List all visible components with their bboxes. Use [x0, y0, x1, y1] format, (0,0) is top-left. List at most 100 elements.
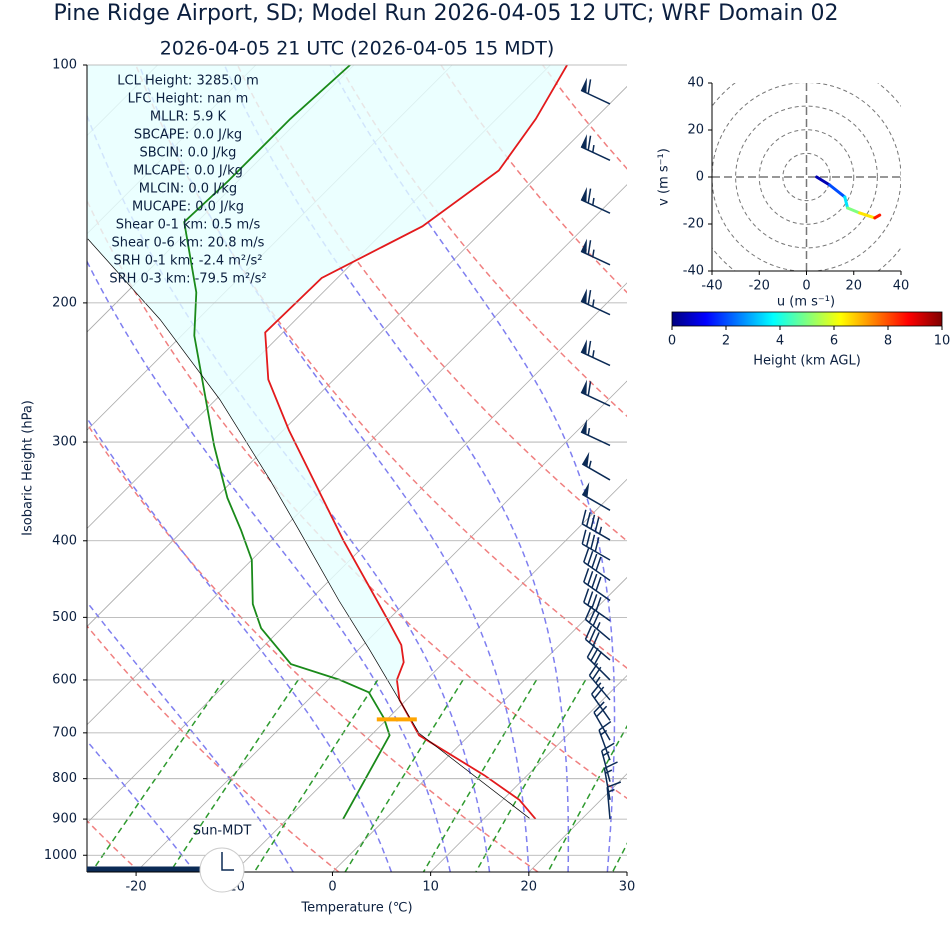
- y-tick-label: 300: [52, 435, 77, 450]
- hodo-y-tick-label: -40: [683, 264, 704, 279]
- wind-barb: [581, 134, 610, 160]
- annotation: SBCAPE: 0.0 J/kg: [134, 128, 242, 143]
- barb-feather: [588, 341, 590, 355]
- wind-barb: [581, 288, 610, 314]
- barb-flag: [581, 239, 587, 254]
- hodo-segment: [848, 208, 860, 213]
- barb-half: [593, 145, 594, 152]
- barb-staff: [582, 494, 610, 510]
- y-tick-label: 200: [52, 295, 77, 310]
- hodo-y-tick-label: 0: [696, 170, 704, 185]
- annotation: MLCIN: 0.0 J/kg: [139, 182, 237, 197]
- wind-barb: [581, 187, 610, 213]
- barb-half: [593, 350, 594, 357]
- wind-barb: [582, 452, 610, 480]
- y-tick-label: 700: [52, 725, 77, 740]
- barb-feather: [588, 79, 590, 93]
- wind-barb: [581, 239, 610, 265]
- hodo-x-tick-label: 20: [845, 279, 862, 294]
- hodo-segment: [830, 185, 845, 197]
- barb-feather: [593, 613, 599, 626]
- barb-feather: [592, 574, 597, 588]
- barb-half: [593, 250, 594, 257]
- y-tick-label: 1000: [44, 848, 77, 863]
- isotherm: [431, 65, 950, 872]
- barb-feather: [584, 568, 589, 582]
- hodo-segment: [845, 197, 848, 208]
- colorbar-tick-label: 0: [668, 334, 676, 349]
- annotation: Shear 0-6 km: 20.8 m/s: [112, 236, 265, 251]
- colorbar-tick-label: 8: [884, 334, 892, 349]
- barb-half: [593, 198, 594, 205]
- barb-half: [597, 622, 600, 629]
- hodograph: u (m s⁻¹) v (m s⁻¹) Height (km AGL) -40-…: [657, 59, 950, 369]
- chart-title: Pine Ridge Airport, SD; Model Run 2026-0…: [54, 1, 839, 26]
- barb-feather: [589, 609, 595, 622]
- colorbar-label: Height (km AGL): [753, 354, 861, 369]
- barb-flag: [581, 134, 587, 149]
- dry-adiabat: [746, 65, 950, 872]
- barb-feather: [596, 577, 601, 591]
- shading: [0, 65, 567, 700]
- barb-feather: [588, 551, 593, 565]
- barb-feather: [588, 381, 590, 395]
- wind-barb: [607, 782, 621, 819]
- annotation: LFC Height: nan m: [128, 92, 249, 107]
- y-tick-label: 100: [52, 58, 77, 73]
- y-axis-label: Isobaric Height (hPa): [21, 400, 36, 536]
- y-tick-label: 900: [52, 812, 77, 827]
- y-tick-label: 500: [52, 610, 77, 625]
- dry-adiabat: [441, 65, 950, 872]
- barb-feather: [588, 240, 590, 254]
- dry-adiabat: [644, 65, 950, 872]
- barb-flag: [581, 380, 587, 395]
- hodo-x-tick-label: 40: [893, 279, 910, 294]
- colorbar: [672, 312, 942, 326]
- annotation: MLCAPE: 0.0 J/kg: [133, 164, 243, 179]
- hodo-segment: [817, 177, 830, 185]
- hodo-y-tick-label: 20: [687, 123, 704, 138]
- isotherm: [725, 65, 950, 872]
- hodo-ring: [688, 59, 924, 295]
- isotherm: [529, 65, 950, 872]
- wind-barb: [581, 419, 610, 445]
- y-tick-label: 800: [52, 771, 77, 786]
- y-tick-label: 600: [52, 672, 77, 687]
- mixing-ratio: [170, 680, 298, 872]
- barb-flag: [581, 78, 587, 93]
- mixing-ratio: [548, 680, 653, 872]
- x-tick-label: 30: [619, 880, 636, 895]
- barb-feather: [595, 517, 599, 531]
- barb-flag: [581, 419, 587, 434]
- barb-feather: [588, 189, 590, 203]
- colorbar-tick-label: 6: [830, 334, 838, 349]
- annotation: LCL Height: 3285.0 m: [117, 74, 258, 89]
- x-tick-label: 20: [521, 880, 538, 895]
- annotation: MLLR: 5.9 K: [150, 110, 227, 125]
- barb-feather: [588, 571, 593, 585]
- barb-feather: [592, 594, 597, 608]
- hodo-area: [688, 59, 924, 295]
- wind-barb: [581, 339, 610, 365]
- mixing-ratio: [254, 680, 377, 872]
- annotation: SRH 0-3 km: -79.5 m²/s²: [109, 272, 266, 287]
- colorbar-tick-label: 2: [722, 334, 730, 349]
- hodo-x-label: u (m s⁻¹): [777, 295, 835, 310]
- annotation: SRH 0-1 km: -2.4 m²/s²: [114, 254, 263, 269]
- barb-feather: [588, 136, 590, 150]
- barb-feather: [591, 535, 595, 549]
- wind-barb: [582, 510, 610, 540]
- mixing-ratio: [92, 680, 225, 872]
- barb-feather: [596, 557, 601, 571]
- barb-half: [588, 428, 589, 435]
- colorbar-tick-label: 10: [934, 334, 950, 349]
- x-axis-label: Temperature (℃): [300, 901, 412, 916]
- barb-feather: [585, 626, 591, 639]
- colorbar-tick-label: 4: [776, 334, 784, 349]
- barb-flag: [581, 339, 587, 354]
- chart-subtitle: 2026-04-05 21 UTC (2026-04-05 15 MDT): [160, 38, 555, 60]
- annotation: SBCIN: 0.0 J/kg: [140, 146, 237, 161]
- sun-label: Sun-MDT: [193, 824, 252, 839]
- wind-barb: [581, 78, 610, 104]
